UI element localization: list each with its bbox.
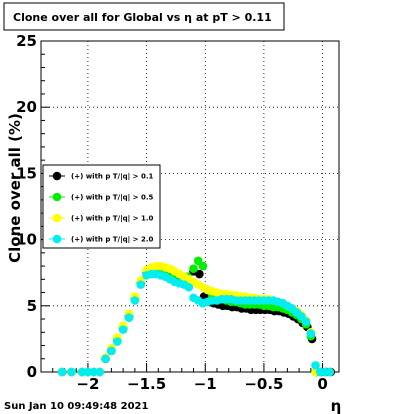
data-point xyxy=(136,280,146,289)
legend-marker xyxy=(52,171,62,181)
x-tick-label: −1.5 xyxy=(127,375,166,393)
x-tick-label: 0 xyxy=(317,375,327,393)
data-markers xyxy=(57,256,336,377)
data-point xyxy=(112,337,122,346)
data-point xyxy=(101,354,110,364)
legend-marker xyxy=(52,213,62,223)
legend-marker xyxy=(52,192,62,202)
x-tick-label: −0.5 xyxy=(244,375,283,393)
x-tick-label: −2 xyxy=(76,375,99,393)
data-point xyxy=(124,313,134,323)
data-point xyxy=(107,346,116,356)
title-box xyxy=(3,2,285,31)
data-point xyxy=(325,367,334,377)
data-point xyxy=(306,329,316,338)
data-point xyxy=(189,264,198,274)
plot-frame xyxy=(40,40,340,373)
data-point xyxy=(130,296,140,305)
legend-box xyxy=(42,164,161,249)
y-tick-label: 10 xyxy=(16,231,37,249)
x-tick-label: −1 xyxy=(194,375,217,393)
y-tick-labels: 0 5 10 15 20 25 xyxy=(16,32,37,381)
data-point xyxy=(198,261,208,271)
legend-label: (+) with p T/|q| > 0.1 xyxy=(71,173,154,182)
data-point xyxy=(184,282,194,292)
y-tick-label: 0 xyxy=(27,363,37,381)
legend-label: (+) with p T/|q| > 0.5 xyxy=(71,194,154,203)
legend-label: (+) with p T/|q| > 1.0 xyxy=(71,215,154,224)
y-tick-label: 15 xyxy=(16,164,37,182)
legend-marker xyxy=(52,234,62,244)
y-tick-label: 20 xyxy=(16,98,37,116)
x-axis-title: η xyxy=(331,397,342,414)
data-point xyxy=(95,367,104,377)
data-point xyxy=(301,317,311,326)
y-tick-label: 5 xyxy=(27,297,37,315)
series-4 xyxy=(57,269,334,377)
timestamp-label: Sun Jan 10 09:49:48 2021 xyxy=(4,401,148,412)
x-tick-labels: −2 −1.5 −1 −0.5 0 xyxy=(76,375,327,393)
chart-title: Clone over all for Global vs η at pT > 0… xyxy=(13,11,272,24)
y-axis-title: Clone over all (%) xyxy=(6,113,24,263)
data-point xyxy=(118,325,128,334)
legend: (+) with p T/|q| > 0.1 (+) with p T/|q| >… xyxy=(42,164,161,249)
y-tick-label: 25 xyxy=(16,32,37,50)
data-point xyxy=(195,269,204,279)
data-point xyxy=(67,367,76,377)
legend-label: (+) with p T/|q| > 2.0 xyxy=(71,236,154,245)
data-point xyxy=(311,361,320,370)
data-point xyxy=(57,367,67,377)
